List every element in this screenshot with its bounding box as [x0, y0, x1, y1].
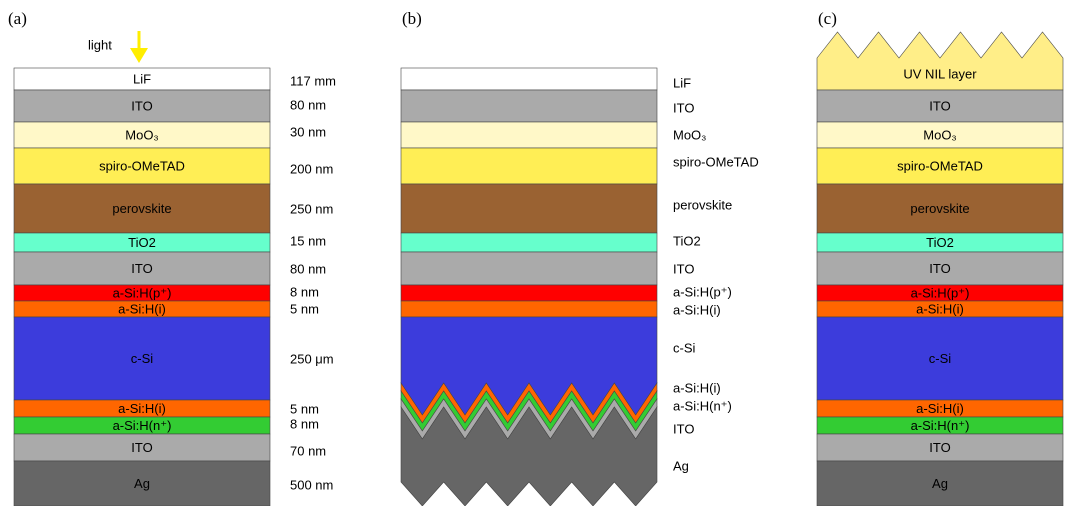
layer-label: ITO	[929, 261, 950, 276]
thickness-label: 117 mm	[290, 73, 336, 88]
layer-label: c-Si	[673, 340, 696, 355]
thickness-label: 5 nm	[290, 301, 319, 316]
layer-label: a-Si:H(i)	[916, 401, 964, 416]
layer-label: TiO2	[926, 235, 954, 250]
layer-label: a-Si:H(n⁺)	[673, 398, 732, 413]
thickness-label: 8 nm	[290, 416, 319, 431]
layer-label: ITO	[929, 440, 950, 455]
layer-label: a-Si:H(i)	[118, 301, 166, 316]
layer-label: perovskite	[112, 201, 171, 216]
layer-label: ITO	[131, 98, 152, 113]
layer-label: perovskite	[910, 201, 969, 216]
layer-label: ITO	[673, 421, 694, 436]
layer-label: perovskite	[673, 197, 732, 212]
layer-label: spiro-OMeTAD	[99, 158, 185, 173]
layer	[401, 148, 657, 184]
layer-label: a-Si:H(i)	[673, 380, 721, 395]
thickness-label: 200 nm	[290, 161, 333, 176]
thickness-label: 500 nm	[290, 477, 333, 492]
layer-label: MoO₃	[125, 127, 158, 142]
thickness-label: 250 μm	[290, 351, 334, 366]
layer-label: TiO2	[128, 235, 156, 250]
layer-label: Ag	[134, 476, 150, 491]
thickness-label: 15 nm	[290, 233, 326, 248]
layer-label: ITO	[673, 100, 694, 115]
diagram: (a) (b) (c) light LiF 117 mm ITO 80 nm MoO₃ 3…	[0, 0, 1065, 506]
layer-label: spiro-OMeTAD	[673, 154, 759, 169]
layer-label: MoO₃	[673, 127, 706, 142]
layer	[401, 285, 657, 301]
layer-label: ITO	[131, 261, 152, 276]
layer-label: UV NIL layer	[903, 66, 977, 81]
panel-label: (a)	[8, 9, 27, 28]
thickness-label: 70 nm	[290, 443, 326, 458]
layer-label: MoO₃	[923, 127, 956, 142]
layer-label: a-Si:H(p⁺)	[673, 284, 732, 299]
layer-label: TiO2	[673, 233, 701, 248]
layer-label: a-Si:H(i)	[916, 301, 964, 316]
layer-label: a-Si:H(p⁺)	[113, 285, 172, 300]
layer-label: c-Si	[929, 351, 952, 366]
thickness-label: 250 nm	[290, 201, 333, 216]
panel-label: (c)	[818, 9, 837, 28]
layer	[401, 184, 657, 233]
layer-label: LiF	[133, 71, 151, 86]
layer-label: Ag	[673, 458, 689, 473]
layer-label: a-Si:H(i)	[673, 302, 721, 317]
layer-label: a-Si:H(n⁺)	[911, 418, 970, 433]
layer	[401, 301, 657, 317]
thickness-label: 30 nm	[290, 124, 326, 139]
layer-label: c-Si	[131, 351, 154, 366]
thickness-label: 8 nm	[290, 284, 319, 299]
layer	[401, 90, 657, 122]
layer	[401, 252, 657, 285]
layer	[401, 407, 657, 506]
thickness-label: 80 nm	[290, 261, 326, 276]
layer	[401, 68, 657, 90]
panel-label: (b)	[402, 9, 422, 28]
light-arrow	[130, 31, 148, 63]
layer-label: Ag	[932, 476, 948, 491]
thickness-label: 5 nm	[290, 401, 319, 416]
thickness-label: 80 nm	[290, 97, 326, 112]
layer-label: a-Si:H(i)	[118, 401, 166, 416]
layer-label: a-Si:H(p⁺)	[911, 285, 970, 300]
layer-label: ITO	[929, 98, 950, 113]
layer-label: ITO	[673, 261, 694, 276]
layer-label: a-Si:H(n⁺)	[113, 418, 172, 433]
light-label: light	[88, 37, 112, 52]
layer	[401, 233, 657, 252]
layer	[401, 122, 657, 148]
layer-label: LiF	[673, 75, 691, 90]
layer-label: spiro-OMeTAD	[897, 158, 983, 173]
layer-label: ITO	[131, 440, 152, 455]
